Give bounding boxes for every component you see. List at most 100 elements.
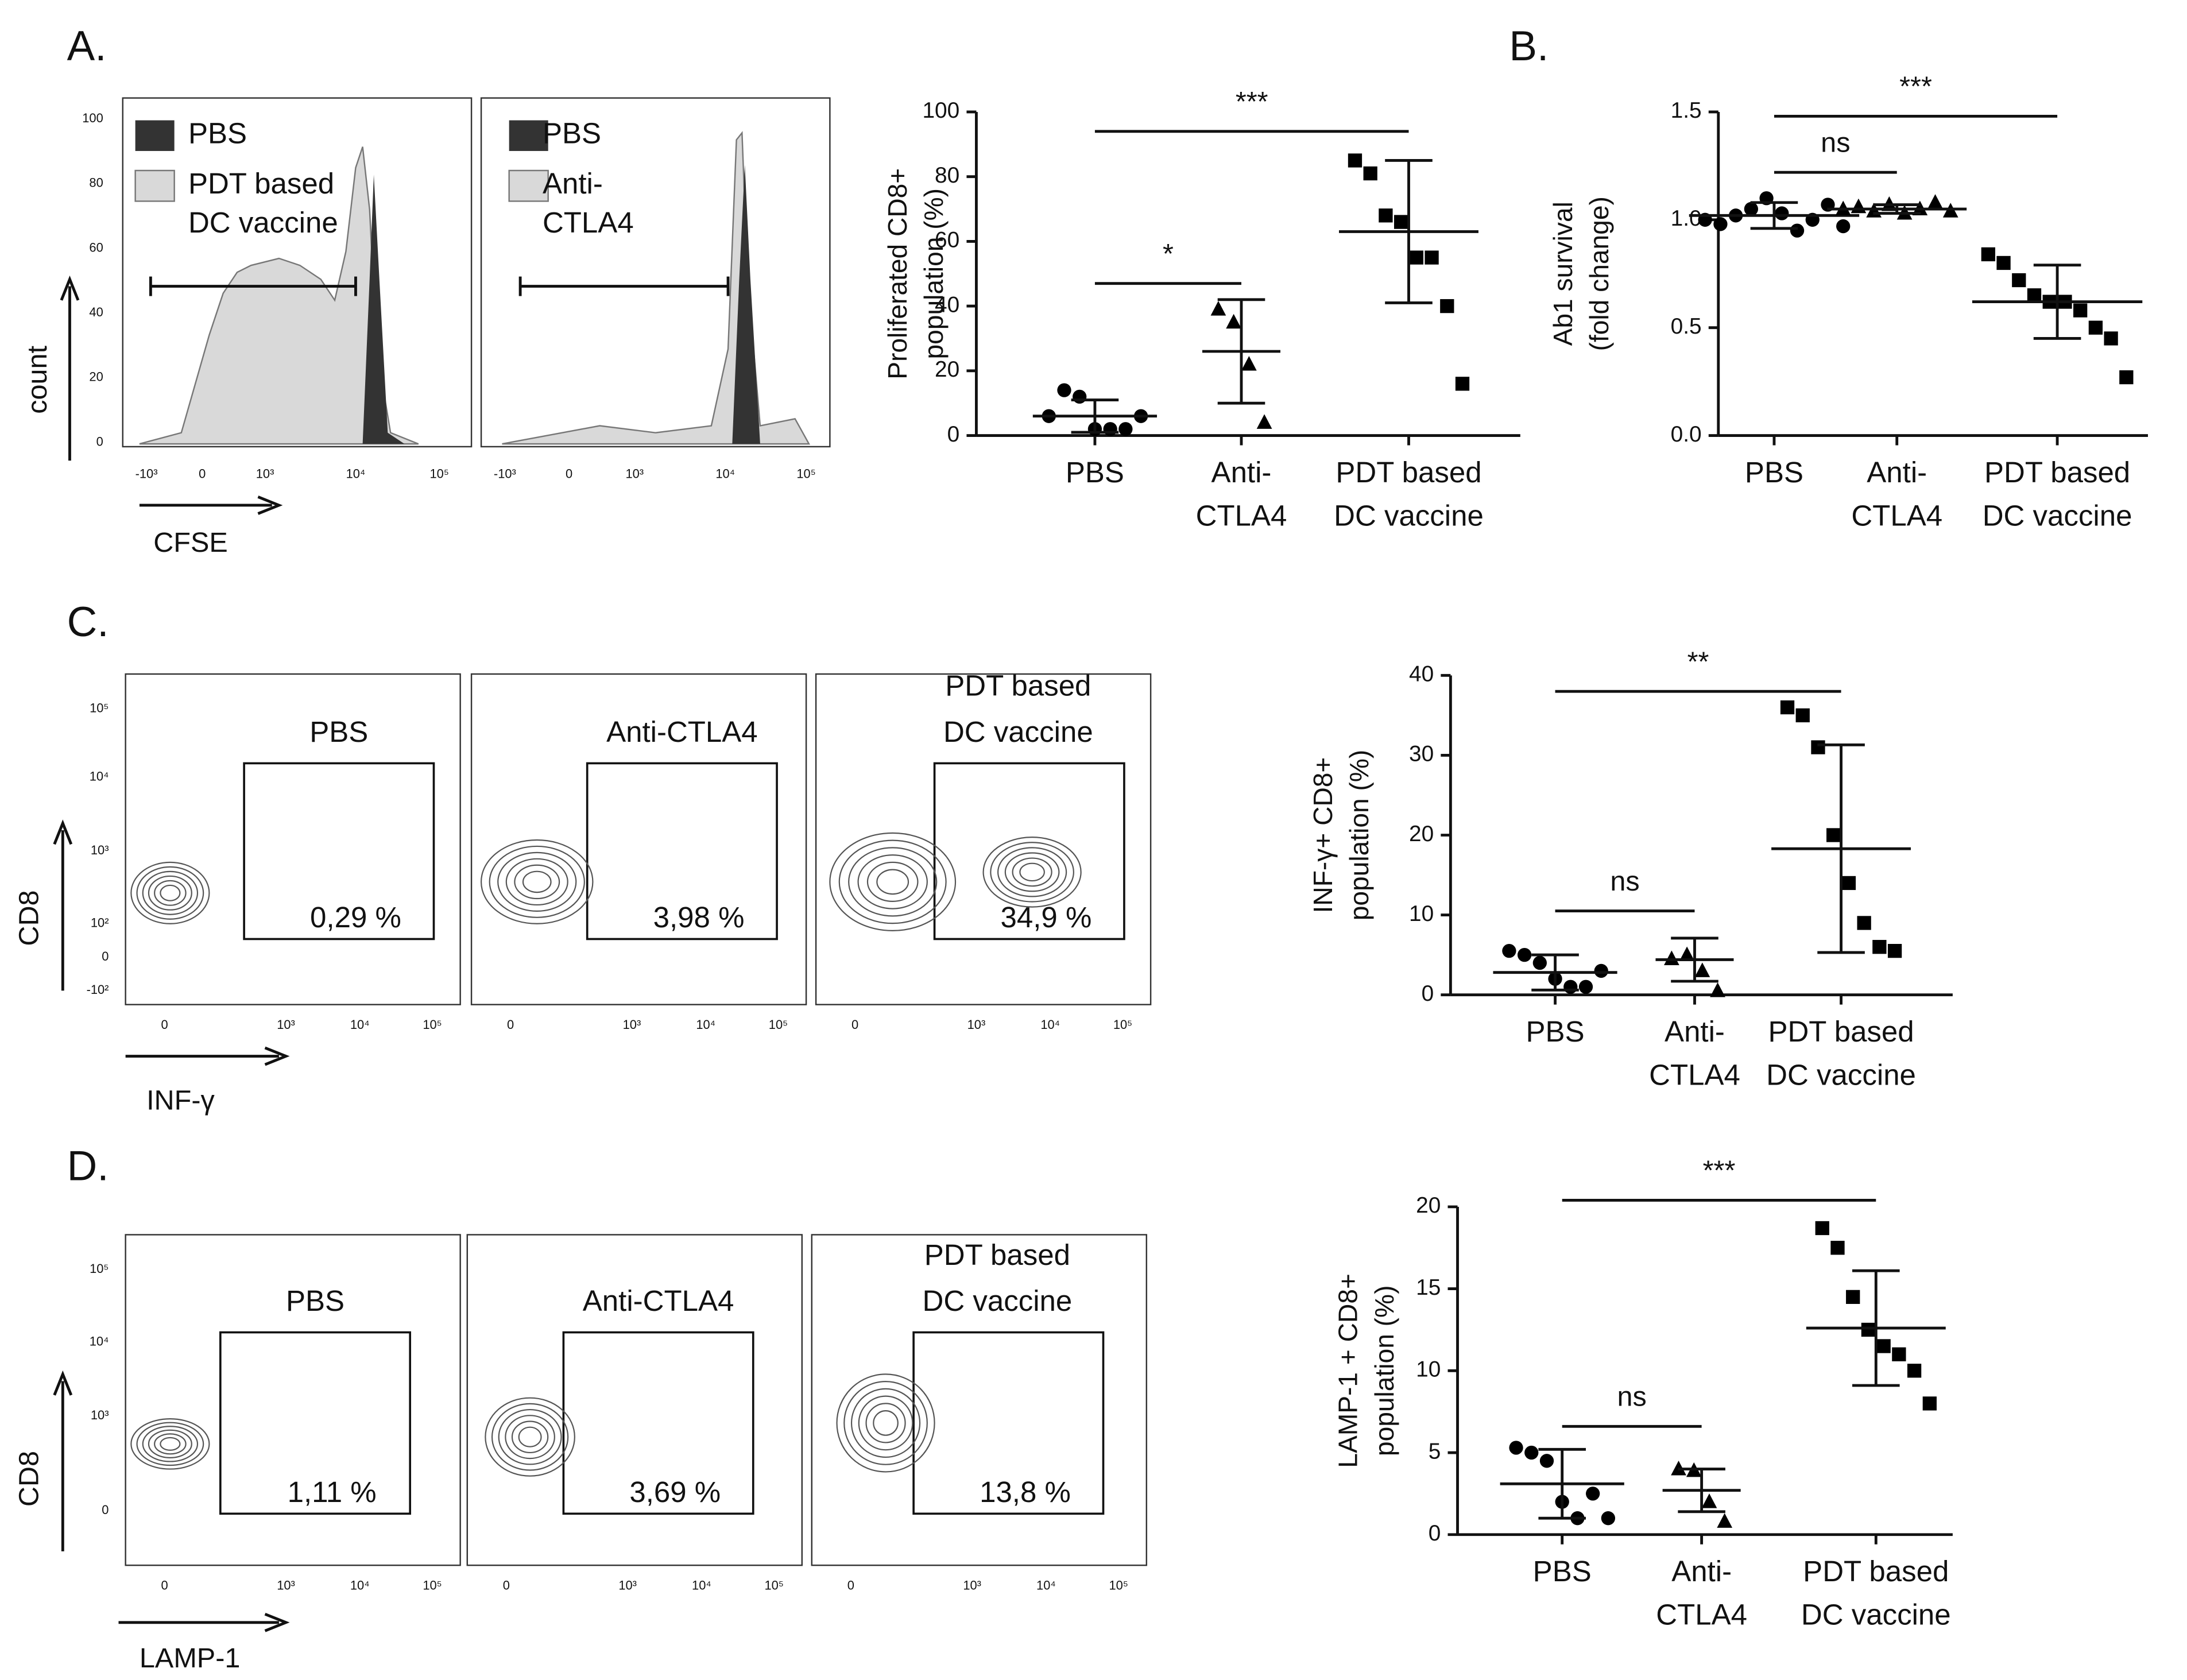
significance-label: ** [1687, 646, 1709, 677]
y-tick-label: 20 [1409, 822, 1434, 846]
axis-label: CD8 [13, 1451, 44, 1507]
contour [873, 1410, 899, 1436]
error-bar [1217, 298, 1265, 405]
data-point [1241, 355, 1257, 371]
x-tick-label: CTLA4 [1851, 499, 1942, 532]
significance-label: *** [1236, 86, 1268, 117]
y-tick-label: -10² [87, 982, 109, 997]
y-tick-label: 10³ [91, 1408, 109, 1422]
x-tick-label: 10⁴ [1040, 1017, 1060, 1032]
legend-label: Anti- [543, 167, 603, 200]
data-point [1694, 962, 1710, 977]
contour [511, 1420, 549, 1454]
x-tick-label: -10³ [494, 466, 516, 481]
y-tick-label: 100 [922, 98, 959, 123]
panel-label: A. [67, 23, 107, 69]
y-tick-label: 40 [89, 305, 103, 319]
y-axis-label: Proliferated CD8+ [882, 168, 912, 380]
data-point [1775, 206, 1789, 220]
data-point [1811, 740, 1825, 754]
panel-label: D. [67, 1143, 109, 1190]
y-tick-label: 10³ [91, 843, 109, 857]
x-tick-label: Anti- [1671, 1555, 1732, 1588]
data-point [1717, 1513, 1733, 1528]
x-tick-label: 10⁵ [423, 1017, 442, 1032]
contour [142, 870, 199, 915]
gate-percent: 3,69 % [629, 1476, 721, 1508]
x-tick-label: 0 [566, 466, 572, 481]
x-tick-label: 10⁴ [346, 466, 366, 481]
legend-label: PBS [188, 117, 247, 150]
y-tick-label: 15 [1416, 1275, 1441, 1300]
contour [522, 870, 552, 893]
x-tick-label: DC vaccine [1983, 499, 2132, 532]
x-tick-label: 0 [847, 1578, 854, 1592]
error-bar [1750, 201, 1798, 230]
x-tick-label: PBS [1066, 456, 1124, 489]
gate-percent: 1,11 % [288, 1476, 377, 1508]
x-tick-label: PDT based [1984, 456, 2130, 489]
data-point [1532, 955, 1547, 970]
gate-line [518, 276, 730, 296]
y-axis-label: population (%) [1344, 750, 1374, 921]
data-point [1594, 963, 1608, 978]
panel-label: C. [67, 599, 109, 645]
contour [154, 880, 187, 906]
panel-label: B. [1509, 23, 1549, 69]
histogram-fill [502, 131, 811, 445]
y-axis-label: Ab1 survival [1548, 202, 1578, 346]
data-point [1922, 1396, 1937, 1411]
y-tick-label: 0 [102, 1503, 109, 1517]
data-point [1073, 389, 1087, 404]
legend-swatch [509, 120, 548, 151]
x-tick-label: 10³ [618, 1578, 637, 1592]
x-tick-label: 10³ [277, 1578, 295, 1592]
plot-frame [815, 673, 1152, 1005]
x-tick-label: 10⁵ [430, 466, 449, 481]
data-point [1363, 166, 1377, 181]
y-tick-label: 10 [1409, 901, 1434, 926]
x-tick-label: 10⁵ [796, 466, 815, 481]
contour [130, 1418, 210, 1470]
plot-title: PDT based [924, 1238, 1070, 1271]
data-point [1815, 1221, 1829, 1236]
gate [243, 762, 435, 940]
data-point [1679, 946, 1695, 962]
x-tick-label: 10⁵ [1113, 1017, 1132, 1032]
error-bar [1678, 1468, 1725, 1513]
error-bar [1385, 159, 1433, 304]
data-point [1394, 215, 1408, 229]
error-bar [1071, 398, 1119, 434]
plot-frame [811, 1234, 1148, 1566]
flow-plots: A. B. C. D. PBS PDT based DC vaccine -10³ 0 10³ 10… [13, 23, 1549, 1674]
x-tick-label: CTLA4 [1196, 499, 1287, 532]
x-tick-label: CTLA4 [1649, 1058, 1740, 1091]
data-point [1455, 377, 1470, 391]
gate [933, 762, 1125, 940]
x-tick-label: 10⁴ [696, 1017, 715, 1032]
data-point [1830, 1241, 1845, 1255]
error-bar [1538, 1447, 1586, 1520]
plot-title: DC vaccine [943, 715, 1093, 748]
significance-label: ns [1610, 866, 1639, 897]
legend-label: CTLA4 [543, 206, 634, 239]
histogram-fill [362, 175, 405, 444]
x-tick-label: PDT based [1336, 456, 1481, 489]
data-point [1057, 383, 1071, 397]
data-point [1563, 980, 1578, 994]
histogram-frame [122, 97, 473, 448]
x-tick-label: Anti- [1665, 1015, 1725, 1048]
y-axis-label: INF-γ+ CD8+ [1308, 757, 1338, 913]
data-point [1348, 153, 1362, 168]
y-axis-label: population (%) [1369, 1286, 1399, 1457]
data-point [1790, 223, 1805, 238]
contour [848, 847, 938, 917]
data-point [1795, 708, 1810, 723]
data-point [2104, 331, 2118, 346]
legend-swatch [508, 169, 549, 202]
data-point [1118, 422, 1133, 436]
contour [518, 1426, 542, 1447]
data-point [1440, 299, 1454, 313]
y-axis-label: LAMP-1 + CD8+ [1333, 1273, 1363, 1468]
